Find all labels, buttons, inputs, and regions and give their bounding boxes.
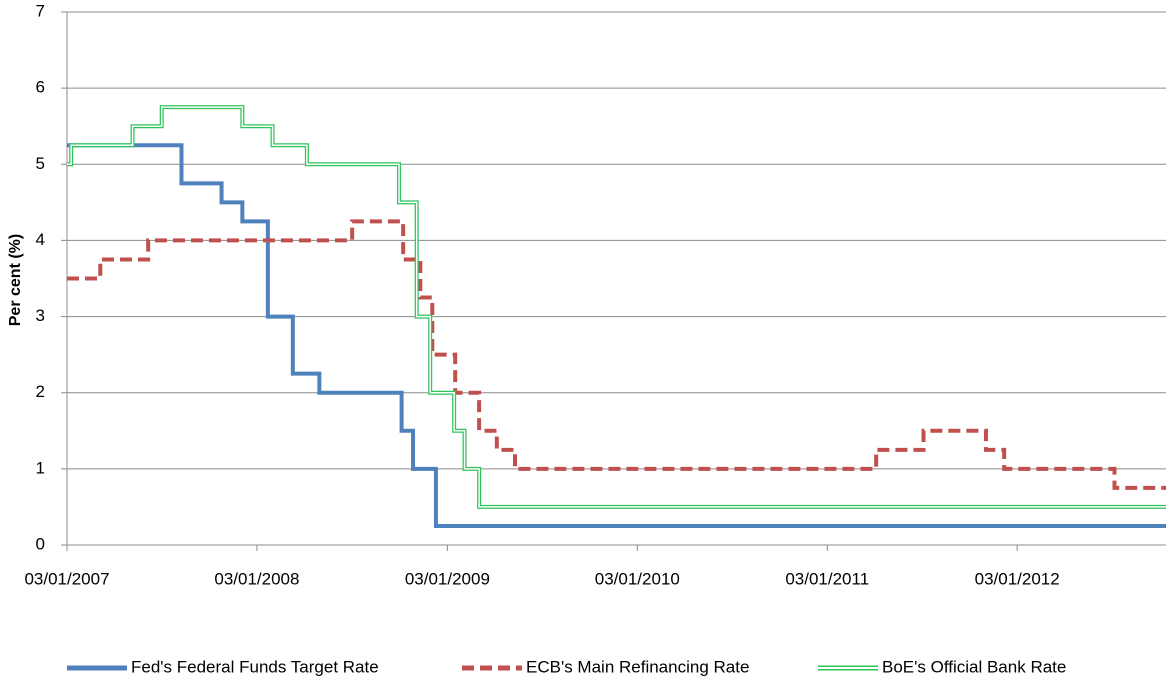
- series-line-inner: [67, 106, 1166, 508]
- x-tick-label: 03/01/2008: [214, 569, 299, 588]
- x-tick-label: 03/01/2011: [785, 569, 869, 588]
- x-tick-label: 03/01/2012: [975, 569, 1060, 588]
- y-tick-label: 2: [36, 382, 45, 401]
- x-tick-label: 03/01/2009: [405, 569, 490, 588]
- y-tick-label: 7: [36, 1, 45, 20]
- series-line: [67, 143, 1166, 528]
- x-tick-label: 03/01/2007: [24, 569, 109, 588]
- y-tick-label: 0: [36, 534, 45, 553]
- y-tick-label: 1: [36, 458, 45, 477]
- y-tick-label: 5: [36, 154, 45, 173]
- series-line: [67, 105, 1166, 509]
- y-tick-label: 3: [36, 306, 45, 325]
- legend-label: BoE's Official Bank Rate: [882, 657, 1066, 676]
- legend-label: Fed's Federal Funds Target Rate: [131, 657, 379, 676]
- legend-label: ECB's Main Refinancing Rate: [526, 657, 749, 676]
- y-tick-label: 4: [36, 230, 45, 249]
- series-line: [67, 219, 1166, 490]
- x-tick-label: 03/01/2010: [595, 569, 680, 588]
- y-tick-label: 6: [36, 78, 45, 97]
- y-axis-title: Per cent (%): [7, 234, 24, 326]
